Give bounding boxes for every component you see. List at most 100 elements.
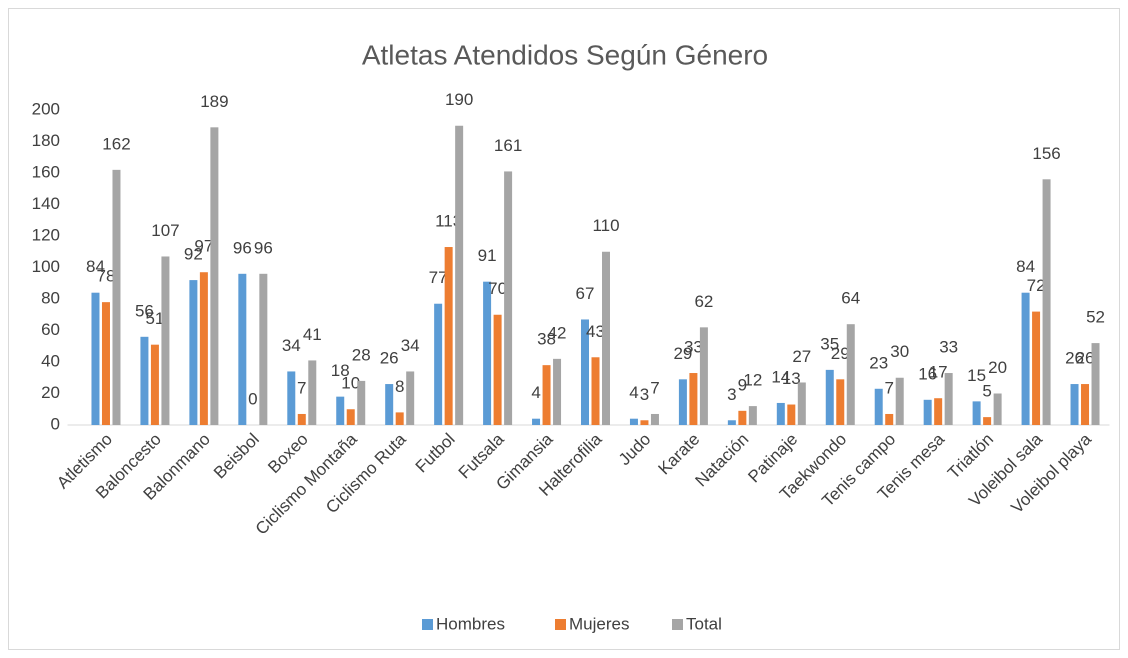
bar xyxy=(1070,384,1079,425)
bar xyxy=(640,420,649,425)
data-label: 5 xyxy=(982,382,991,401)
bar xyxy=(91,292,100,425)
data-label: 64 xyxy=(841,289,860,308)
data-label: 42 xyxy=(548,323,567,342)
bar xyxy=(602,251,610,425)
data-label: 30 xyxy=(890,342,909,361)
data-label: 14 xyxy=(771,367,790,386)
data-label: 190 xyxy=(445,90,473,109)
data-label: 7 xyxy=(297,378,306,397)
bar xyxy=(553,358,562,425)
bar xyxy=(748,406,757,425)
bar xyxy=(112,169,121,425)
data-label: 13 xyxy=(782,369,801,388)
data-label: 7 xyxy=(884,378,893,397)
bar xyxy=(846,324,855,425)
bar xyxy=(238,273,247,425)
bar xyxy=(934,398,943,425)
bar xyxy=(1021,292,1030,425)
data-label: 15 xyxy=(967,366,986,385)
bar xyxy=(346,409,355,425)
data-label: 18 xyxy=(331,361,350,380)
bar xyxy=(395,412,404,425)
bar xyxy=(581,319,589,425)
data-label: 28 xyxy=(352,345,371,364)
bar xyxy=(923,399,932,425)
data-label: 84 xyxy=(86,257,105,276)
bar xyxy=(1091,343,1100,425)
bar xyxy=(689,373,698,425)
data-label: 10 xyxy=(341,374,360,393)
data-label: 77 xyxy=(429,268,448,287)
data-label: 78 xyxy=(97,267,116,286)
bar xyxy=(455,125,464,425)
data-label: 189 xyxy=(200,92,228,111)
bar xyxy=(727,420,736,425)
bar xyxy=(591,357,600,425)
data-label: 84 xyxy=(1016,257,1035,276)
data-label: 161 xyxy=(494,136,522,155)
bar xyxy=(336,396,345,425)
bar xyxy=(1081,384,1090,425)
data-label: 20 xyxy=(988,358,1007,377)
data-label: 56 xyxy=(135,301,154,320)
data-label: 41 xyxy=(303,325,322,344)
bar xyxy=(885,413,894,425)
data-label: 91 xyxy=(478,246,497,265)
bar xyxy=(825,369,834,425)
bar xyxy=(357,380,366,425)
data-label: 97 xyxy=(194,237,213,256)
bar xyxy=(532,418,541,425)
bar xyxy=(210,127,219,425)
data-label: 110 xyxy=(592,216,619,235)
y-tick-label: 20 xyxy=(41,383,60,402)
bar xyxy=(993,393,1002,425)
data-label: 70 xyxy=(488,279,507,298)
bar xyxy=(504,171,513,425)
data-label: 67 xyxy=(576,284,595,303)
chart-title: Atletas Atendidos Según Género xyxy=(362,39,768,70)
data-label: 17 xyxy=(929,363,948,382)
bar xyxy=(797,382,806,425)
data-label: 62 xyxy=(694,292,713,311)
y-tick-label: 0 xyxy=(51,414,60,433)
data-label: 29 xyxy=(831,344,850,363)
bar xyxy=(189,280,198,425)
bar xyxy=(444,247,453,425)
bar xyxy=(140,336,149,425)
data-label: 107 xyxy=(151,221,179,240)
y-tick-label: 120 xyxy=(32,225,60,244)
bar xyxy=(629,418,638,425)
data-label: 4 xyxy=(531,383,540,402)
data-label: 26 xyxy=(1076,349,1095,368)
data-label: 34 xyxy=(282,336,301,355)
bar xyxy=(972,401,981,425)
data-label: 33 xyxy=(684,338,703,357)
bar xyxy=(493,314,502,425)
data-label: 38 xyxy=(537,330,556,349)
data-label: 26 xyxy=(380,349,399,368)
bar xyxy=(895,377,904,425)
bar xyxy=(385,384,394,425)
bar xyxy=(678,379,687,425)
legend-swatch xyxy=(555,619,566,630)
data-label: 0 xyxy=(248,389,257,408)
bar xyxy=(699,327,708,425)
bar xyxy=(983,417,992,425)
data-label: 23 xyxy=(869,353,888,372)
legend-label: Hombres xyxy=(436,614,505,633)
data-label: 96 xyxy=(254,238,273,257)
bar xyxy=(944,373,953,425)
bar xyxy=(542,365,551,425)
y-tick-label: 180 xyxy=(32,131,60,150)
data-label: 52 xyxy=(1086,308,1105,327)
bar xyxy=(1042,179,1051,425)
legend-swatch xyxy=(672,619,683,630)
data-label: 33 xyxy=(939,338,958,357)
data-label: 9 xyxy=(738,375,747,394)
data-label: 8 xyxy=(395,377,404,396)
data-label: 43 xyxy=(586,322,605,341)
legend-label: Total xyxy=(686,614,722,633)
y-tick-label: 80 xyxy=(41,288,60,307)
